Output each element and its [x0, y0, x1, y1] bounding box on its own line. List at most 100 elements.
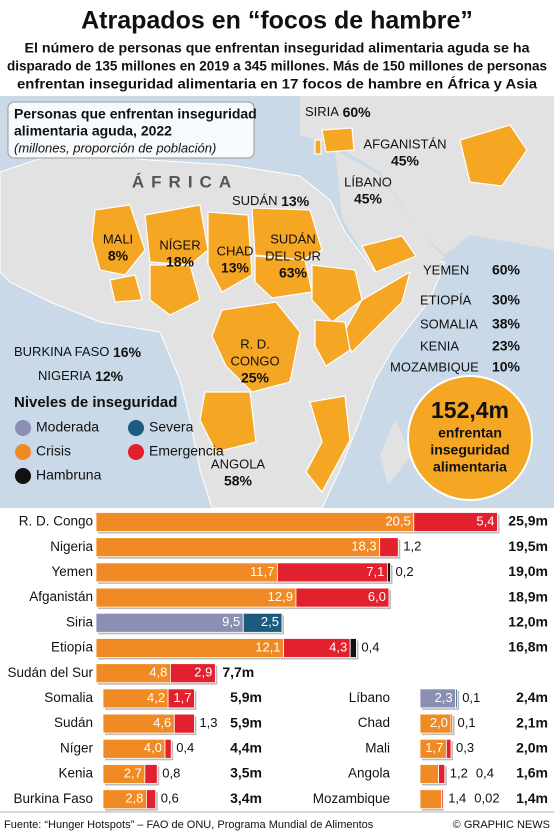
- legend-label: Emergencia: [149, 443, 224, 459]
- bar-value-label: 12,1: [255, 639, 280, 654]
- country-share: 16%: [113, 344, 142, 360]
- highlighted-countries: [91, 124, 528, 494]
- callout: 152,4m enfrentan inseguridad alimentaria: [407, 375, 533, 501]
- bar-value-label-outside: 0,4: [176, 740, 194, 755]
- bar-value-label: 7,1: [366, 564, 384, 579]
- country-burkina: [109, 274, 143, 303]
- bar-segment: [167, 688, 195, 709]
- bar-value-label-outside: 1,2: [450, 765, 468, 780]
- bar-value-label: 2,5: [261, 614, 279, 629]
- country-share: 8%: [108, 248, 129, 264]
- bar-value-label: 1,7: [425, 740, 443, 755]
- bar-total: 19,5m: [508, 538, 548, 554]
- category-label: Etiopía: [51, 640, 94, 655]
- country-label: SUDÁN 13%: [232, 193, 310, 209]
- bar-value-label: 20,5: [385, 513, 410, 528]
- country-name: MALI: [103, 231, 133, 246]
- country-share: 13%: [221, 260, 250, 276]
- bar-value-label: 1,7: [173, 690, 191, 705]
- bar-total: 5,9m: [230, 689, 262, 705]
- country-name: ETIOPÍA: [420, 292, 472, 307]
- country-share: 38%: [492, 316, 521, 332]
- country-name: NÍGER: [159, 237, 200, 252]
- bar-value-label: 6,0: [368, 589, 386, 604]
- bar-value-label: 12,9: [268, 589, 293, 604]
- bar-value-label-outside: 0,02: [474, 791, 499, 806]
- callout-total: 152,4m: [431, 397, 509, 423]
- bar-segment: [419, 764, 440, 784]
- bar-value-label: 11,7: [250, 564, 274, 579]
- legend-label: Crisis: [36, 443, 71, 459]
- bar-value-label: 2,8: [125, 791, 143, 806]
- bar-value-label: 5,4: [476, 513, 494, 528]
- bar-segment: [164, 738, 172, 759]
- bar-segment: [95, 587, 297, 608]
- callout-text: enfrentan: [438, 425, 502, 441]
- subtitle-line: El número de personas que enfrentan inse…: [25, 40, 530, 56]
- category-label: Afganistán: [29, 589, 93, 604]
- bar-segment: [455, 688, 458, 709]
- callout-text: inseguridad: [430, 442, 509, 458]
- bar-segment: [379, 537, 399, 558]
- category-label: Angola: [348, 766, 391, 781]
- category-label: Burkina Faso: [13, 791, 93, 806]
- country-mozambique: [305, 395, 351, 494]
- country-south-sudan: [254, 255, 313, 299]
- bar-value-label: 18,3: [351, 539, 376, 554]
- country-share: 13%: [281, 193, 310, 209]
- country-label: SIRIA 60%: [305, 104, 371, 120]
- country-name: BURKINA FASO: [14, 344, 109, 359]
- bar-segment: [173, 713, 195, 734]
- region-label: ÁFRICA: [132, 172, 238, 191]
- bar-value-label-outside: 0,1: [462, 690, 480, 705]
- country-share: 60%: [343, 104, 372, 120]
- country-name: SOMALIA: [420, 316, 478, 331]
- country-nigeria: [149, 264, 201, 316]
- country-name: NIGERIA: [38, 368, 92, 383]
- country-name: YEMEN: [423, 262, 469, 277]
- category-label: Somalia: [44, 690, 93, 705]
- legend-swatch: [15, 468, 31, 484]
- country-ethiopia: [311, 264, 363, 323]
- bar-value-label-outside: 0,4: [476, 765, 494, 780]
- legend-swatch: [15, 420, 31, 436]
- bar-total: 5,9m: [230, 714, 262, 730]
- country-share: 10%: [492, 359, 521, 375]
- map-box-subtitle: (millones, proporción de población): [14, 140, 216, 155]
- bar-segment: [413, 512, 498, 532]
- bar-segment: [95, 537, 381, 558]
- category-label: Chad: [358, 715, 390, 730]
- bar-value-label-outside: 0,1: [458, 715, 476, 730]
- callout-text: alimentaria: [433, 459, 507, 475]
- country-name: CONGO: [230, 353, 279, 368]
- category-label: Nigeria: [50, 539, 93, 554]
- country-name: SUDÁN: [270, 231, 316, 246]
- legend-label: Moderada: [36, 419, 99, 435]
- category-label: Mali: [365, 740, 390, 755]
- bar-segment: [169, 663, 216, 684]
- bar-value-label: 2,7: [124, 765, 142, 780]
- legend-label: Severa: [149, 419, 194, 435]
- category-label: Líbano: [349, 690, 390, 705]
- country-mali: [91, 204, 146, 276]
- bar-value-label: 2,9: [194, 665, 212, 680]
- country-kenya: [314, 319, 351, 367]
- country-afghanistan: [459, 124, 528, 187]
- legend-swatch: [128, 444, 144, 460]
- bar-value-label-outside: 0,8: [162, 765, 180, 780]
- bar-value-label-outside: 0,6: [161, 791, 179, 806]
- bar-total: 7,7m: [222, 664, 254, 680]
- bar-segment: [441, 789, 444, 810]
- legend-label: Hambruna: [36, 467, 102, 483]
- bar-segment: [349, 638, 357, 658]
- bar-total: 1,4m: [516, 790, 548, 806]
- country-name: ANGOLA: [211, 456, 266, 471]
- bar-total: 12,0m: [508, 614, 548, 630]
- bar-value-label: 4,3: [329, 639, 347, 654]
- bar-total: 1,6m: [516, 765, 548, 781]
- category-label: R. D. Congo: [19, 514, 93, 529]
- country-lebanon: [314, 139, 322, 155]
- bar-value-label: 4,2: [147, 690, 165, 705]
- bar-segment: [438, 764, 446, 784]
